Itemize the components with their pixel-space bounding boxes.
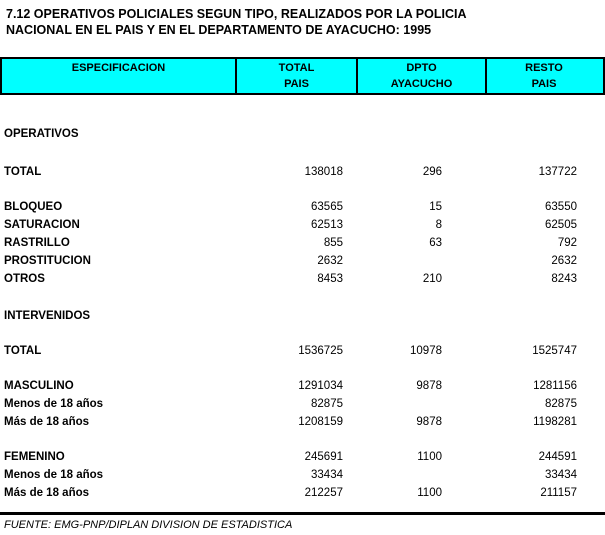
- spec-label-cell: SATURACION: [4, 219, 80, 231]
- resto-pais-cell: 63550: [545, 201, 577, 213]
- header-resto-pais-line1: RESTO: [525, 62, 563, 74]
- resto-pais-cell: 62505: [545, 219, 577, 231]
- spec-label-cell: RASTRILLO: [4, 237, 70, 249]
- spec-label-cell: INTERVENIDOS: [4, 310, 91, 322]
- dpto-ayacucho-cell: 9878: [416, 380, 442, 392]
- spec-label-cell: TOTAL: [4, 345, 42, 357]
- dpto-ayacucho-cell: [343, 307, 442, 325]
- section-header-row-operativos: OPERATIVOS: [0, 125, 605, 143]
- header-col-resto-pais: RESTO PAIS: [485, 59, 601, 93]
- resto-pais-cell: 2632: [551, 255, 577, 267]
- total-pais-cell: [235, 307, 343, 325]
- resto-pais-cell: 33434: [545, 469, 577, 481]
- dpto-ayacucho-cell: 8: [435, 219, 442, 231]
- total-pais-cell: 245691: [304, 451, 343, 463]
- table-row-femenino-mas-18: Más de 18 años 212257 1100 211157: [0, 484, 605, 502]
- source-note: FUENTE: EMG-PNP/DIPLAN DIVISION DE ESTAD…: [4, 519, 293, 531]
- table-row-total-operativos: TOTAL 138018 296 137722: [0, 163, 605, 181]
- header-dpto-ayacucho-line1: DPTO: [406, 62, 437, 74]
- resto-pais-cell: 244591: [538, 451, 577, 463]
- total-pais-cell: 82875: [311, 398, 343, 410]
- section-header-row-intervenidos: INTERVENIDOS: [0, 307, 605, 325]
- total-pais-cell: 855: [323, 237, 343, 249]
- total-pais-cell: 8453: [317, 273, 343, 285]
- total-pais-cell: 1208159: [298, 416, 343, 428]
- resto-pais-cell: 82875: [545, 398, 577, 410]
- spec-label-cell: BLOQUEO: [4, 201, 63, 213]
- spec-label-cell: Más de 18 años: [4, 487, 90, 499]
- table-row-femenino: FEMENINO 245691 1100 244591: [0, 448, 605, 466]
- spec-label-cell: FEMENINO: [4, 451, 65, 463]
- page-title: 7.12 OPERATIVOS POLICIALES SEGUN TIPO, R…: [6, 6, 466, 38]
- table-row-total-intervenidos: TOTAL 1536725 10978 1525747: [0, 342, 605, 360]
- spec-label-cell: Más de 18 años: [4, 416, 90, 428]
- total-pais-cell: 2632: [317, 255, 343, 267]
- total-pais-cell: [235, 125, 343, 143]
- resto-pais-cell: 1281156: [533, 380, 577, 392]
- total-pais-cell: 138018: [304, 166, 343, 178]
- header-col-total-pais: TOTAL PAIS: [235, 59, 356, 93]
- table-row-prostitucion: PROSTITUCION 2632 2632: [0, 252, 605, 270]
- dpto-ayacucho-cell: [343, 252, 442, 270]
- table-row-masculino-menos-18: Menos de 18 años 82875 82875: [0, 395, 605, 413]
- dpto-ayacucho-cell: 10978: [410, 345, 442, 357]
- total-pais-cell: 1291034: [298, 380, 343, 392]
- footer-divider: [0, 512, 605, 515]
- table-row-saturacion: SATURACION 62513 8 62505: [0, 216, 605, 234]
- spec-label-cell: OTROS: [4, 273, 45, 285]
- resto-pais-cell: 211157: [540, 487, 577, 499]
- dpto-ayacucho-cell: [343, 395, 442, 413]
- dpto-ayacucho-cell: 9878: [416, 416, 442, 428]
- table-row-masculino-mas-18: Más de 18 años 1208159 9878 1198281: [0, 413, 605, 431]
- table-row-masculino: MASCULINO 1291034 9878 1281156: [0, 377, 605, 395]
- dpto-ayacucho-cell: 15: [429, 201, 442, 213]
- title-line-1: 7.12 OPERATIVOS POLICIALES SEGUN TIPO, R…: [6, 7, 467, 21]
- resto-pais-cell: 1198281: [533, 416, 577, 428]
- dpto-ayacucho-cell: 1100: [417, 487, 442, 499]
- resto-pais-cell: 792: [557, 237, 577, 249]
- spec-label-cell: OPERATIVOS: [4, 128, 79, 140]
- resto-pais-cell: 137722: [538, 166, 577, 178]
- total-pais-cell: 33434: [311, 469, 343, 481]
- header-col-especificacion: ESPECIFICACION: [2, 59, 235, 93]
- spec-label-cell: Menos de 18 años: [4, 398, 104, 410]
- header-total-pais-line1: TOTAL: [278, 62, 315, 74]
- table-row-rastrillo: RASTRILLO 855 63 792: [0, 234, 605, 252]
- title-line-2: NACIONAL EN EL PAIS Y EN EL DEPARTAMENTO…: [6, 23, 432, 37]
- table-row-otros: OTROS 8453 210 8243: [0, 270, 605, 288]
- table-row-femenino-menos-18: Menos de 18 años 33434 33434: [0, 466, 605, 484]
- resto-pais-cell: 8243: [551, 273, 577, 285]
- dpto-ayacucho-cell: 63: [429, 237, 442, 249]
- table-row-bloqueo: BLOQUEO 63565 15 63550: [0, 198, 605, 216]
- total-pais-cell: 63565: [311, 201, 343, 213]
- total-pais-cell: 62513: [311, 219, 343, 231]
- spec-label-cell: PROSTITUCION: [4, 255, 91, 267]
- dpto-ayacucho-cell: 210: [422, 273, 442, 285]
- dpto-ayacucho-cell: [343, 125, 442, 143]
- spec-label-cell: MASCULINO: [4, 380, 74, 392]
- dpto-ayacucho-cell: 1100: [417, 451, 442, 463]
- total-pais-cell: 1536725: [298, 345, 343, 357]
- dpto-ayacucho-cell: 296: [422, 166, 442, 178]
- header-total-pais-line2: PAIS: [284, 78, 309, 90]
- header-especificacion-line1: ESPECIFICACION: [71, 62, 166, 74]
- resto-pais-cell: 1525747: [532, 345, 577, 357]
- header-col-dpto-ayacucho: DPTO AYACUCHO: [356, 59, 485, 93]
- total-pais-cell: 212257: [304, 487, 343, 499]
- resto-pais-cell: [442, 307, 577, 325]
- table-body: OPERATIVOS TOTAL 138018 296 137722 BLOQU…: [0, 125, 605, 502]
- table-header: ESPECIFICACION TOTAL PAIS DPTO AYACUCHO …: [0, 57, 605, 95]
- spec-label-cell: TOTAL: [4, 166, 42, 178]
- header-dpto-ayacucho-line2: AYACUCHO: [390, 78, 453, 90]
- header-resto-pais-line2: PAIS: [531, 78, 557, 90]
- dpto-ayacucho-cell: [343, 466, 442, 484]
- resto-pais-cell: [442, 125, 577, 143]
- spec-label-cell: Menos de 18 años: [4, 469, 104, 481]
